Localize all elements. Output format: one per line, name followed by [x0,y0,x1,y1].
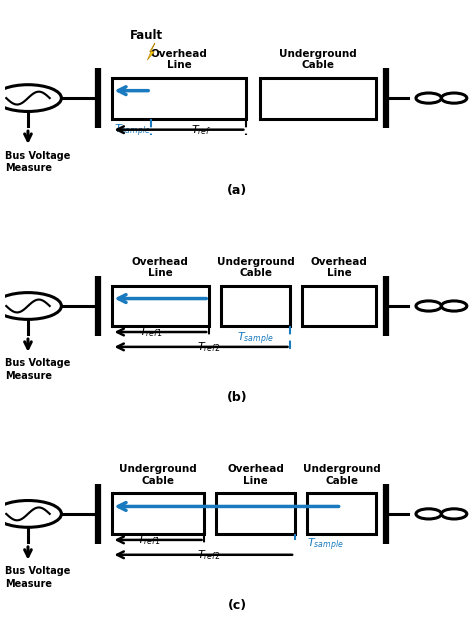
Text: $T_{ref2}$: $T_{ref2}$ [197,548,221,562]
Text: $T_{ref1}$: $T_{ref1}$ [139,325,163,339]
Bar [216,493,295,534]
Text: $T_{sample}$: $T_{sample}$ [237,330,274,346]
Text: Underground
Cable: Underground Cable [119,464,197,486]
Bar [260,77,376,118]
Bar [111,285,209,326]
Text: Overhead
Line: Overhead Line [132,256,189,278]
Text: $T_{sample}$: $T_{sample}$ [114,122,151,139]
Bar [221,285,291,326]
Text: $T_{sample}$: $T_{sample}$ [307,536,344,553]
Text: Fault: Fault [130,30,163,42]
Text: $T_{ref2}$: $T_{ref2}$ [197,340,221,354]
Text: Overhead
Line: Overhead Line [311,256,368,278]
Text: (c): (c) [228,599,246,612]
Text: Bus Voltage
Measure: Bus Voltage Measure [5,151,70,173]
Text: Bus Voltage
Measure: Bus Voltage Measure [5,566,70,588]
Bar [302,285,376,326]
Text: $T_{ref}$: $T_{ref}$ [191,123,211,137]
Text: $T_{ref1}$: $T_{ref1}$ [137,533,161,547]
Text: Overhead
Line: Overhead Line [151,49,207,70]
Text: Overhead
Line: Overhead Line [227,464,284,486]
Bar [307,493,376,534]
Bar [111,77,246,118]
Text: Underground
Cable: Underground Cable [217,256,294,278]
Text: Underground
Cable: Underground Cable [302,464,381,486]
Text: Underground
Cable: Underground Cable [279,49,357,70]
Text: (b): (b) [227,391,247,404]
Text: Bus Voltage
Measure: Bus Voltage Measure [5,358,70,381]
Bar [111,493,204,534]
Text: (a): (a) [227,183,247,197]
Polygon shape [147,43,155,60]
